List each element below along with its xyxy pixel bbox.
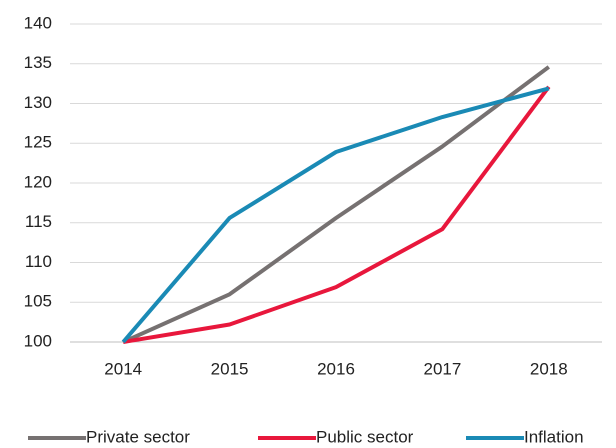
x-tick-label: 2017 bbox=[423, 359, 461, 378]
line-series bbox=[122, 85, 551, 344]
legend-label: Inflation bbox=[524, 427, 584, 446]
legend-label: Private sector bbox=[86, 427, 190, 446]
x-tick-label: 2016 bbox=[317, 359, 355, 378]
y-tick-label: 125 bbox=[24, 133, 52, 152]
x-tick-label: 2014 bbox=[104, 359, 142, 378]
line-series bbox=[121, 86, 550, 344]
y-tick-label: 140 bbox=[24, 13, 52, 32]
y-tick-label: 105 bbox=[24, 292, 52, 311]
y-tick-label: 110 bbox=[25, 252, 52, 271]
y-tick-label: 120 bbox=[24, 172, 52, 191]
y-tick-label: 115 bbox=[25, 212, 52, 231]
legend-label: Public sector bbox=[316, 427, 414, 446]
y-tick-label: 100 bbox=[24, 331, 52, 350]
x-tick-label: 2015 bbox=[211, 359, 249, 378]
y-tick-label: 135 bbox=[24, 53, 52, 72]
y-tick-label: 130 bbox=[24, 93, 52, 112]
x-tick-label: 2018 bbox=[530, 359, 568, 378]
line-series bbox=[122, 65, 550, 344]
